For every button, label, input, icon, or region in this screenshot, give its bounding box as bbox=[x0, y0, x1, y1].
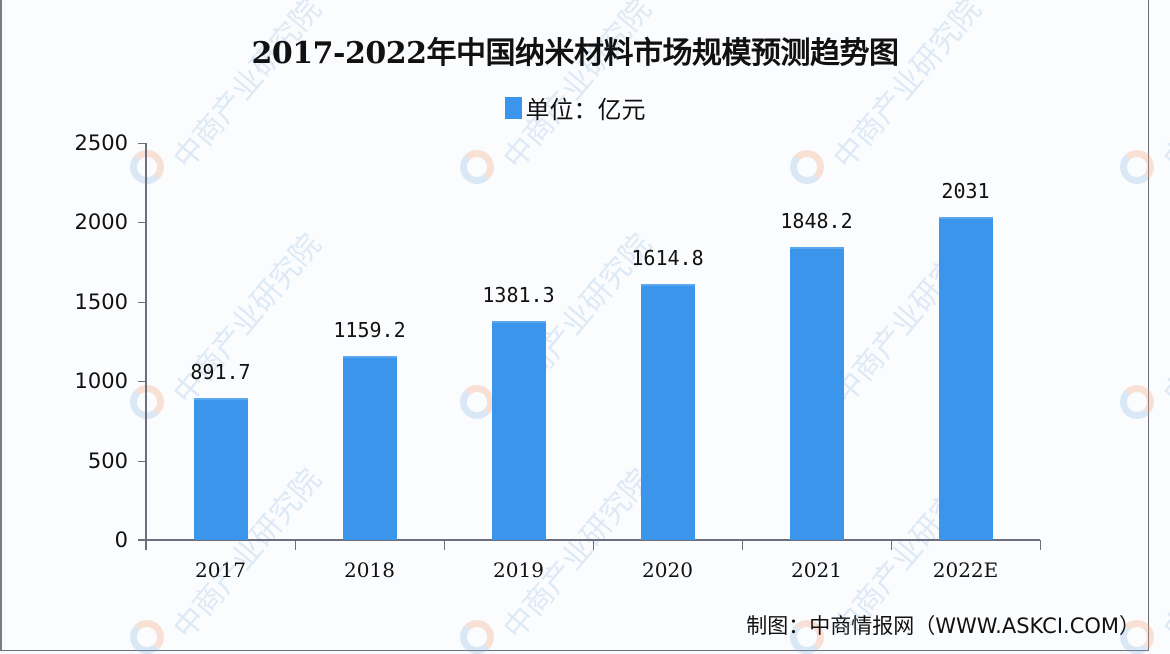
legend-swatch bbox=[504, 96, 522, 119]
y-tick bbox=[138, 222, 146, 224]
x-tick bbox=[295, 540, 296, 550]
y-tick-label: 0 bbox=[114, 528, 128, 552]
value-label: 2031 bbox=[941, 179, 990, 204]
x-tick-label: 2021 bbox=[791, 558, 842, 582]
x-tick bbox=[593, 540, 594, 550]
y-tick bbox=[138, 301, 146, 303]
y-tick-label: 1500 bbox=[74, 289, 128, 314]
x-tick-label: 2017 bbox=[195, 558, 246, 582]
y-tick bbox=[138, 381, 146, 383]
bar-2021 bbox=[789, 246, 844, 540]
y-tick bbox=[138, 460, 146, 462]
right-margin bbox=[1150, 0, 1170, 654]
bar-2022E bbox=[938, 217, 993, 540]
y-tick-label: 1000 bbox=[74, 369, 128, 394]
value-label: 1614.8 bbox=[631, 245, 704, 270]
x-tick-label: 2019 bbox=[493, 558, 544, 582]
bar-2017 bbox=[193, 398, 248, 540]
y-axis bbox=[145, 143, 147, 550]
legend: 单位：亿元 bbox=[0, 90, 1150, 125]
value-label: 1159.2 bbox=[333, 317, 406, 342]
x-tick bbox=[146, 540, 147, 550]
bar-2020 bbox=[640, 283, 695, 540]
x-tick bbox=[444, 540, 445, 550]
x-tick bbox=[1040, 540, 1041, 550]
chart-title: 2017-2022年中国纳米材料市场规模预测趋势图 bbox=[251, 36, 899, 71]
bar-2018 bbox=[342, 355, 397, 540]
x-tick-label: 2022E bbox=[932, 558, 999, 582]
value-label: 1848.2 bbox=[780, 208, 853, 233]
value-label: 891.7 bbox=[190, 360, 251, 385]
source-credit: 制图：中商情报网（WWW.ASKCI.COM） bbox=[746, 614, 1140, 638]
x-axis bbox=[138, 539, 1040, 541]
x-tick-label: 2020 bbox=[642, 558, 693, 582]
y-tick-label: 2000 bbox=[74, 210, 128, 235]
legend-label: 单位：亿元 bbox=[525, 96, 646, 124]
y-tick bbox=[138, 540, 146, 541]
bar-2019 bbox=[491, 320, 546, 540]
y-tick-label: 500 bbox=[87, 448, 128, 473]
x-tick bbox=[742, 540, 743, 550]
x-tick-label: 2018 bbox=[344, 558, 395, 582]
y-tick-label: 2500 bbox=[74, 131, 128, 155]
value-label: 1381.3 bbox=[482, 282, 555, 307]
x-tick bbox=[891, 540, 892, 550]
y-tick bbox=[138, 143, 146, 144]
